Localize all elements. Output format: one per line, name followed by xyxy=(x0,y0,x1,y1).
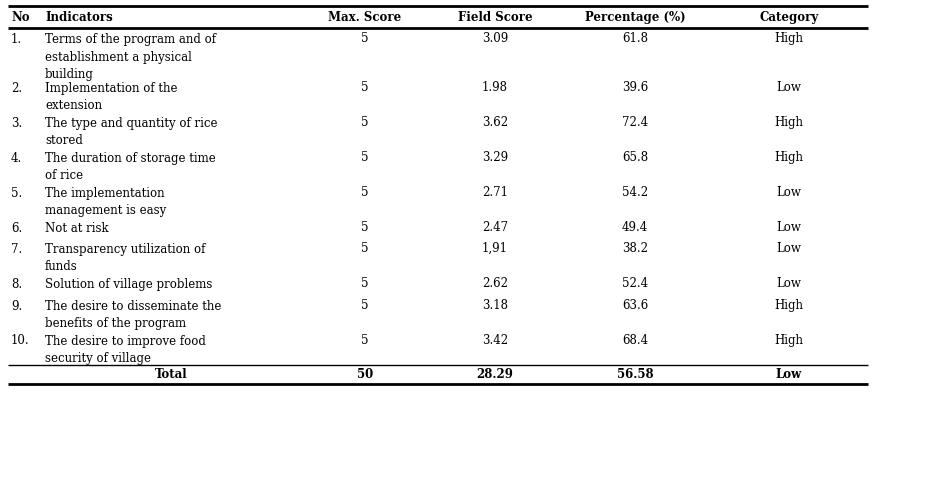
Text: Field Score: Field Score xyxy=(458,10,533,24)
Text: 7.: 7. xyxy=(11,243,22,256)
Text: 63.6: 63.6 xyxy=(622,299,648,312)
Text: 3.29: 3.29 xyxy=(482,151,508,164)
Text: 28.29: 28.29 xyxy=(476,368,514,381)
Text: 2.: 2. xyxy=(11,82,22,94)
Text: High: High xyxy=(774,334,803,347)
Text: The type and quantity of rice
stored: The type and quantity of rice stored xyxy=(45,117,217,147)
Text: Low: Low xyxy=(777,242,801,255)
Text: 61.8: 61.8 xyxy=(622,32,648,45)
Text: 3.: 3. xyxy=(11,117,22,129)
Text: 65.8: 65.8 xyxy=(622,151,648,164)
Text: Low: Low xyxy=(776,368,802,381)
Text: High: High xyxy=(774,116,803,129)
Text: 5: 5 xyxy=(361,151,369,164)
Text: 38.2: 38.2 xyxy=(622,242,648,255)
Text: 5: 5 xyxy=(361,186,369,199)
Text: Terms of the program and of
establishment a physical
building: Terms of the program and of establishmen… xyxy=(45,33,216,81)
Text: 5: 5 xyxy=(361,32,369,45)
Text: Implementation of the
extension: Implementation of the extension xyxy=(45,82,178,112)
Text: High: High xyxy=(774,32,803,45)
Text: 52.4: 52.4 xyxy=(622,277,648,290)
Text: 5: 5 xyxy=(361,334,369,347)
Text: The implementation
management is easy: The implementation management is easy xyxy=(45,187,167,217)
Text: 1.: 1. xyxy=(11,33,22,46)
Text: 3.09: 3.09 xyxy=(482,32,508,45)
Text: Not at risk: Not at risk xyxy=(45,221,109,235)
Text: 3.42: 3.42 xyxy=(482,334,508,347)
Text: Low: Low xyxy=(777,186,801,199)
Text: 39.6: 39.6 xyxy=(622,81,648,94)
Text: 5: 5 xyxy=(361,242,369,255)
Text: Total: Total xyxy=(154,368,187,381)
Text: 72.4: 72.4 xyxy=(622,116,648,129)
Text: Max. Score: Max. Score xyxy=(329,10,402,24)
Text: 5: 5 xyxy=(361,221,369,234)
Text: 56.58: 56.58 xyxy=(617,368,653,381)
Text: 54.2: 54.2 xyxy=(622,186,648,199)
Text: 2.71: 2.71 xyxy=(482,186,508,199)
Text: 5.: 5. xyxy=(11,187,22,200)
Text: Low: Low xyxy=(777,277,801,290)
Text: Transparency utilization of
funds: Transparency utilization of funds xyxy=(45,243,205,274)
Text: Solution of village problems: Solution of village problems xyxy=(45,278,212,291)
Text: High: High xyxy=(774,299,803,312)
Text: 50: 50 xyxy=(357,368,373,381)
Text: Low: Low xyxy=(777,81,801,94)
Text: 5: 5 xyxy=(361,116,369,129)
Text: 10.: 10. xyxy=(11,334,30,347)
Text: The desire to improve food
security of village: The desire to improve food security of v… xyxy=(45,334,206,365)
Text: 3.18: 3.18 xyxy=(482,299,508,312)
Text: 49.4: 49.4 xyxy=(622,221,648,234)
Text: 5: 5 xyxy=(361,299,369,312)
Text: The desire to disseminate the
benefits of the program: The desire to disseminate the benefits o… xyxy=(45,299,222,330)
Text: Percentage (%): Percentage (%) xyxy=(585,10,685,24)
Text: 4.: 4. xyxy=(11,152,22,165)
Text: Indicators: Indicators xyxy=(45,10,112,24)
Text: 6.: 6. xyxy=(11,221,22,235)
Text: 2.47: 2.47 xyxy=(482,221,508,234)
Text: 8.: 8. xyxy=(11,278,22,291)
Text: 5: 5 xyxy=(361,81,369,94)
Text: Category: Category xyxy=(759,10,819,24)
Text: 5: 5 xyxy=(361,277,369,290)
Text: 1,91: 1,91 xyxy=(482,242,508,255)
Text: 68.4: 68.4 xyxy=(622,334,648,347)
Text: Low: Low xyxy=(777,221,801,234)
Text: 2.62: 2.62 xyxy=(482,277,508,290)
Text: High: High xyxy=(774,151,803,164)
Text: No: No xyxy=(11,10,30,24)
Text: The duration of storage time
of rice: The duration of storage time of rice xyxy=(45,152,216,182)
Text: 1.98: 1.98 xyxy=(482,81,508,94)
Text: 3.62: 3.62 xyxy=(482,116,508,129)
Text: 9.: 9. xyxy=(11,299,22,313)
